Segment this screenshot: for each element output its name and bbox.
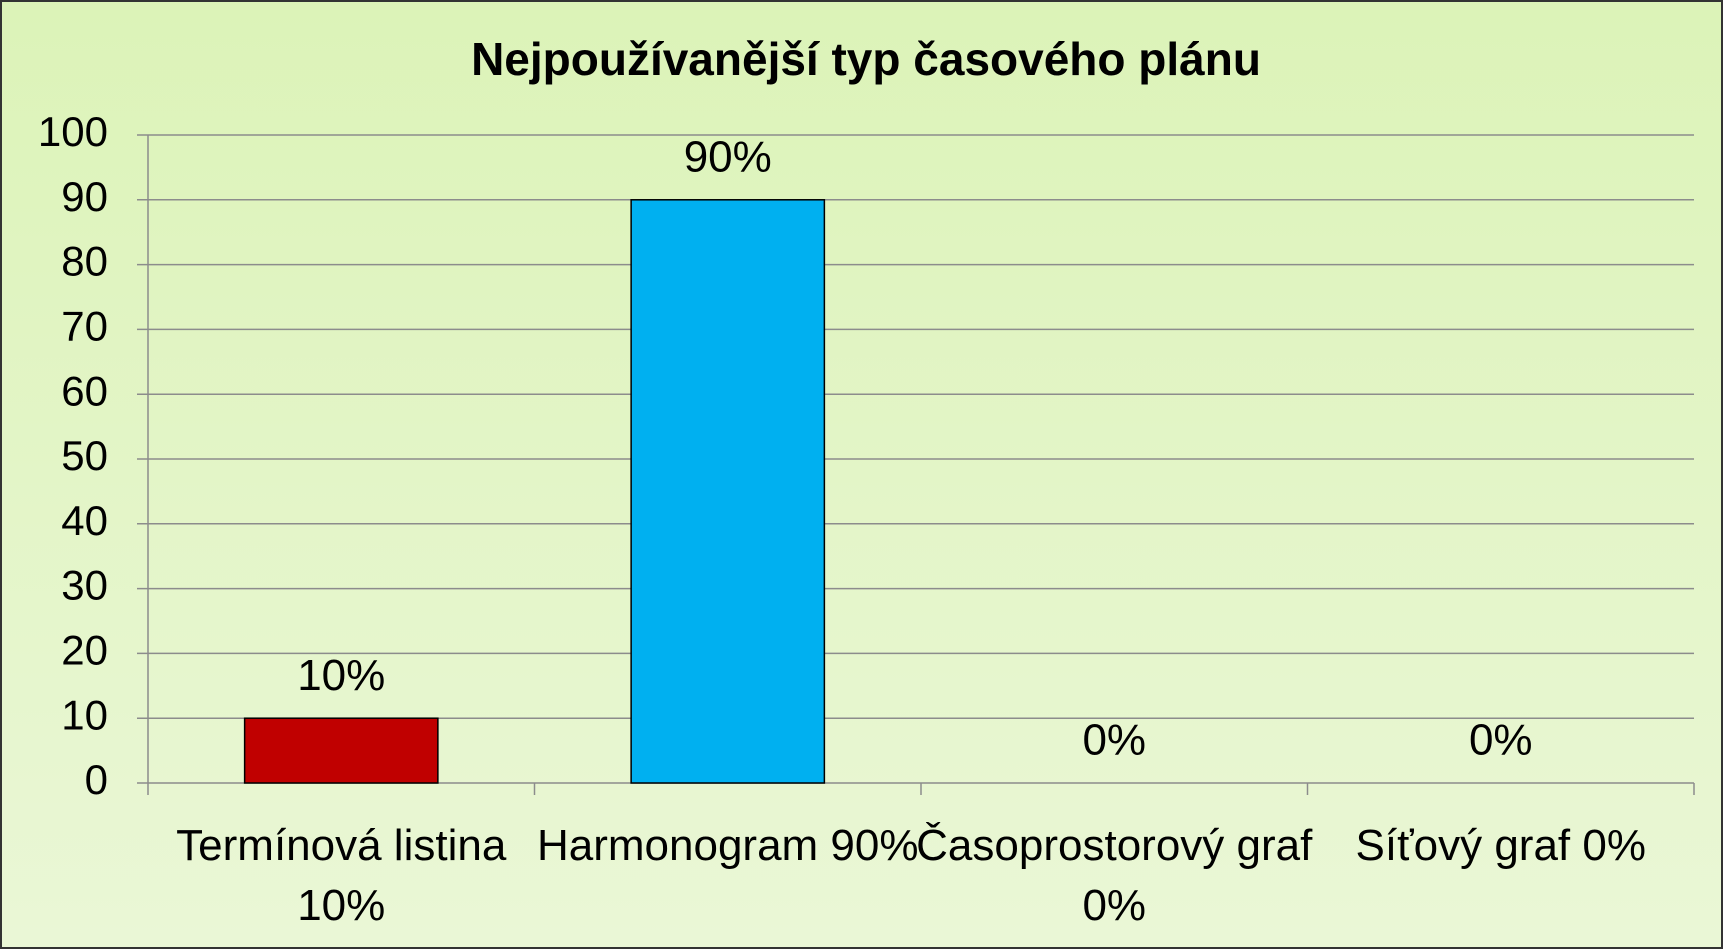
y-tick-label: 90 [61,173,108,220]
data-label: 90% [684,132,772,181]
y-tick-label: 50 [61,432,108,479]
y-tick-label: 10 [61,691,108,738]
data-label: 10% [297,651,385,700]
bar [630,199,826,784]
y-tick-label: 30 [61,562,108,609]
y-tick-label: 100 [38,108,108,155]
y-tick-label: 40 [61,497,108,544]
x-tick-label: Termínová listina 10% [176,821,507,930]
x-tick-label: Harmonogram 90% [537,821,919,870]
y-tick-label: 70 [61,302,108,349]
data-label: 0% [1082,716,1146,765]
bar [243,717,439,784]
y-tick-label: 60 [61,367,108,414]
y-tick-label: 80 [61,238,108,285]
x-tick-label: Časoprostorový graf 0% [916,821,1313,930]
y-tick-label: 0 [85,756,108,803]
y-tick-label: 20 [61,626,108,673]
data-label: 0% [1469,716,1533,765]
x-tick-label: Síťový graf 0% [1355,821,1646,870]
chart-title: Nejpoužívanější typ časového plánu [471,33,1261,85]
